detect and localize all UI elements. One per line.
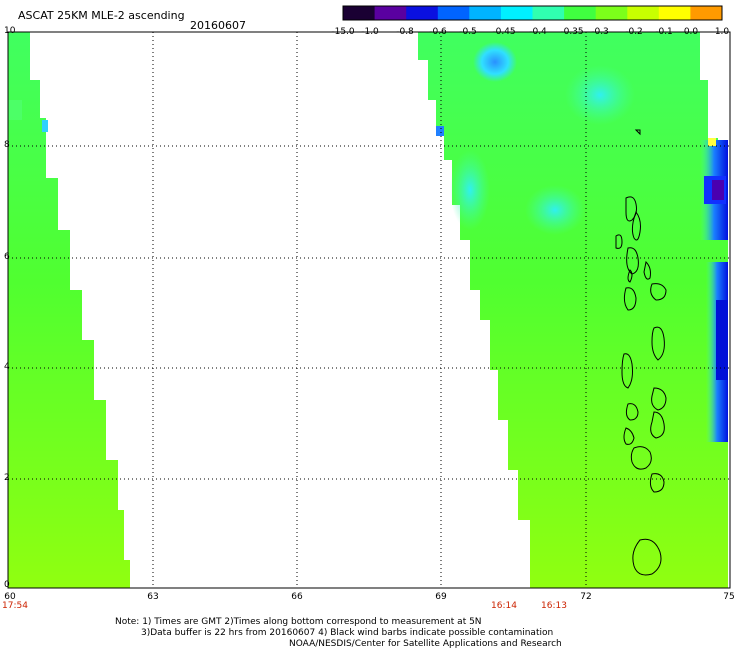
x-tick-label: 72 <box>580 592 592 602</box>
time-label: 17:54 <box>2 601 28 611</box>
x-tick-label: 75 <box>723 592 735 602</box>
colorbar-label: -0.35 <box>560 27 584 37</box>
colorbar-label: -0.6 <box>429 27 447 37</box>
colorbar-swatch <box>469 6 502 20</box>
map-frame <box>7 31 731 589</box>
colorbar-swatch <box>564 6 597 20</box>
island-outlines <box>615 129 667 576</box>
y-tick-label: 8 <box>4 140 10 150</box>
time-label: 16:14 <box>491 601 517 611</box>
x-tick-label: 60 <box>4 592 16 602</box>
colorbar-label: -15.0 <box>331 27 355 37</box>
colorbar-label: -0.4 <box>529 27 547 37</box>
right-swath <box>418 32 728 588</box>
x-tick-label: 69 <box>435 592 447 602</box>
colorbar-swatch <box>406 6 439 20</box>
map-title: ASCAT 25KM MLE-2 ascending <box>18 9 185 22</box>
footnote-line-3: NOAA/NESDIS/Center for Satellite Applica… <box>289 639 562 649</box>
y-tick-label: 2 <box>4 473 10 483</box>
map-grid <box>8 32 730 588</box>
left-swath <box>8 32 130 588</box>
colorbar <box>342 5 723 21</box>
y-tick-label: 6 <box>4 252 10 262</box>
colorbar-swatch <box>437 6 470 20</box>
colorbar-label: 0.0 <box>683 27 699 37</box>
colorbar-label: 1.0 <box>714 27 730 37</box>
map-date: 20160607 <box>190 19 246 32</box>
y-tick-label: 10 <box>4 26 16 36</box>
x-tick-label: 63 <box>147 592 159 602</box>
colorbar-swatch <box>374 6 407 20</box>
x-tick-label: 66 <box>291 592 303 602</box>
colorbar-swatch <box>500 6 533 20</box>
time-label: 16:13 <box>541 601 567 611</box>
colorbar-label: -1.0 <box>361 27 379 37</box>
footnote-line-1: Note: 1) Times are GMT 2)Times along bot… <box>115 617 482 627</box>
colorbar-swatch <box>658 6 691 20</box>
colorbar-swatch <box>343 6 376 20</box>
colorbar-swatch <box>690 6 723 20</box>
y-tick-label: 4 <box>4 362 10 372</box>
colorbar-swatch <box>595 6 628 20</box>
colorbar-label: -0.45 <box>492 27 516 37</box>
colorbar-label: -0.8 <box>396 27 414 37</box>
colorbar-frame <box>342 5 723 21</box>
colorbar-label: -0.2 <box>625 27 643 37</box>
footnote-line-2: 3)Data buffer is 22 hrs from 20160607 4)… <box>141 628 554 638</box>
colorbar-label: -0.3 <box>591 27 609 37</box>
colorbar-label: -0.5 <box>459 27 477 37</box>
colorbar-label: -0.1 <box>655 27 673 37</box>
colorbar-swatch <box>627 6 660 20</box>
colorbar-swatch <box>532 6 565 20</box>
y-tick-label: 0 <box>4 580 10 590</box>
